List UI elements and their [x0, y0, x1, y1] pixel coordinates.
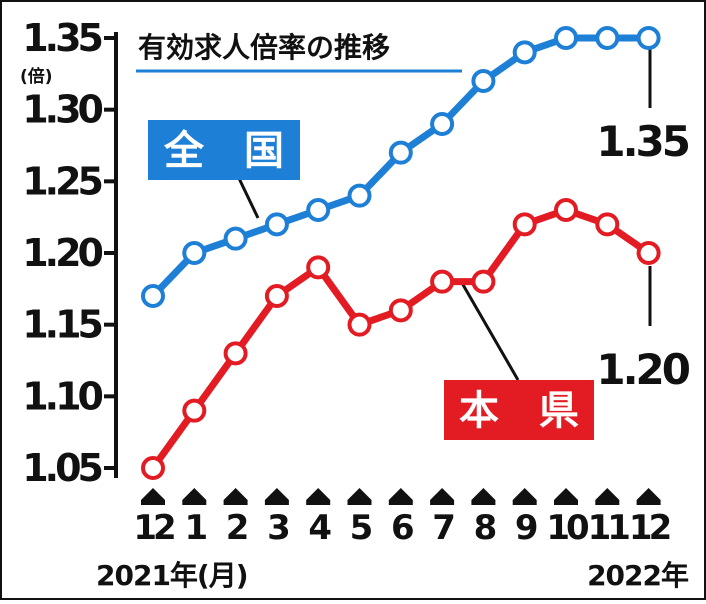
x-tick-marker [264, 488, 289, 500]
data-point [512, 40, 537, 65]
x-tick-bar [306, 500, 331, 505]
data-point [306, 255, 331, 280]
data-point [512, 212, 537, 237]
end-period-label: 2022年 [587, 559, 689, 592]
zenkoku-label: 全 国 [163, 128, 284, 174]
data-point [141, 456, 165, 480]
x-tick-label: 9 [515, 508, 537, 548]
x-tick-bar [388, 500, 413, 505]
x-tick-marker [430, 488, 455, 500]
x-tick-label: 1 [184, 508, 206, 548]
data-point [347, 183, 372, 208]
x-tick-marker [636, 488, 661, 500]
data-point [223, 341, 248, 366]
data-point [471, 69, 496, 93]
x-tick-bar [347, 500, 372, 505]
y-tick-label: 1.15 [22, 303, 101, 347]
data-point [636, 241, 661, 265]
series-honken [141, 198, 661, 480]
y-tick-label: 1.35 [22, 16, 101, 60]
y-tick-label: 1.30 [22, 88, 102, 132]
x-tick-label: 12 [133, 508, 174, 548]
data-point [182, 398, 207, 423]
data-point [636, 26, 661, 50]
x-tick-marker [347, 488, 372, 500]
x-tick-bar [512, 500, 537, 505]
x-tick-marker [554, 488, 578, 500]
data-point [141, 284, 165, 308]
x-tick-bar [636, 500, 661, 505]
x-tick-label: 11 [588, 508, 630, 548]
x-tick-bar [471, 500, 496, 505]
data-point [306, 198, 331, 222]
data-point [471, 269, 496, 294]
x-tick-label: 2 [226, 508, 247, 548]
x-tick-marker [471, 488, 496, 500]
x-tick-marker [141, 488, 165, 500]
honken-label: 本 県 [459, 388, 579, 434]
x-tick-bar [430, 500, 455, 505]
y-tick-label: 1.10 [22, 374, 102, 418]
data-point [595, 212, 620, 237]
x-tick-bar [595, 500, 620, 505]
x-tick-bar [141, 500, 165, 505]
x-tick-label: 7 [432, 508, 453, 548]
x-tick-marker [512, 488, 537, 500]
x-tick-marker [182, 488, 207, 500]
y-axis-unit: (倍) [20, 66, 53, 87]
x-tick-bar [223, 500, 248, 505]
x-tick-label: 6 [391, 508, 413, 548]
data-point [347, 312, 372, 337]
series-zenkoku [141, 26, 661, 308]
data-point [554, 198, 578, 222]
x-tick-label: 10 [546, 508, 589, 548]
data-point [223, 226, 248, 251]
x-tick-bar [182, 500, 207, 505]
data-point [388, 298, 413, 323]
zenkoku-label-box [148, 120, 300, 180]
chart-title: 有効求人倍率の推移 [138, 31, 390, 64]
y-tick-label: 1.25 [22, 159, 101, 203]
y-tick-label: 1.05 [22, 446, 101, 490]
data-point [430, 112, 455, 136]
zenkoku-end-value: 1.35 [596, 117, 688, 166]
x-tick-label: 12 [629, 508, 670, 548]
x-tick-marker [388, 488, 413, 500]
data-point [264, 284, 289, 308]
x-tick-marker [306, 488, 331, 500]
data-point [182, 241, 207, 265]
x-tick-label: 5 [350, 508, 372, 548]
honken-label-box [444, 380, 594, 440]
x-tick-label: 8 [474, 508, 496, 548]
start-period-label: 2021年(月) [96, 559, 248, 592]
honken-leader-line [460, 282, 520, 381]
x-tick-label: 4 [308, 508, 331, 548]
data-point [430, 269, 455, 294]
data-point [388, 140, 413, 165]
data-point [554, 26, 578, 50]
x-tick-marker [595, 488, 620, 500]
data-point [264, 212, 289, 237]
y-tick-label: 1.20 [22, 231, 102, 275]
honken-end-value: 1.20 [596, 345, 689, 394]
data-point [595, 26, 620, 50]
x-tick-bar [554, 500, 578, 505]
x-tick-bar [264, 500, 289, 505]
y-axis: 1.35 1.30 1.25 1.20 1.15 1.10 1.05 [22, 16, 116, 490]
x-tick-label: 3 [267, 508, 288, 548]
x-tick-marker [223, 488, 248, 500]
